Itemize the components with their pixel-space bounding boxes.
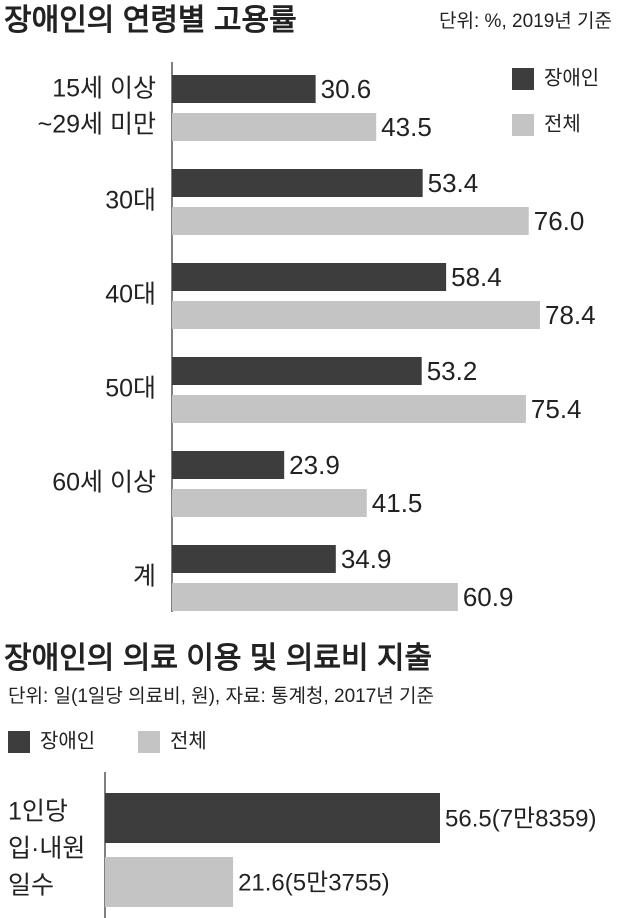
chart-title: 장애인의 연령별 고용률 [4,4,297,37]
category-label: ~29세 미만 [38,111,156,139]
chart-subtitle: 단위: 일(1일당 의료비, 원), 자료: 통계청, 2017년 기준 [8,685,434,707]
bar [172,583,458,611]
value-label: 41.5 [372,488,423,518]
category-label: 1인당 [8,798,68,826]
legend-swatch [512,114,534,136]
value-label: 60.9 [463,582,514,612]
category-label: 30대 [105,187,156,215]
value-label: 53.4 [428,168,479,198]
bar [172,169,423,197]
bar [172,263,447,291]
category-label: 40대 [105,281,156,309]
value-label: 75.4 [531,394,582,424]
value-label: 30.6 [321,74,372,104]
value-label: 78.4 [545,300,596,330]
bar [172,489,367,517]
legend-label: 전체 [170,729,207,752]
bar [172,75,316,103]
value-label: 76.0 [534,206,585,236]
category-label: 50대 [105,375,156,403]
value-label: 58.4 [451,262,502,292]
category-label: 일수 [8,872,54,900]
value-label: 43.5 [381,112,432,142]
bar [172,451,285,479]
value-label: 23.9 [289,450,340,480]
category-label: 60세 이상 [52,469,156,497]
category-label: 입·내원 [8,835,85,863]
bar [172,301,540,329]
bar [105,857,234,907]
chart-subtitle: 단위: %, 2019년 기준 [439,10,612,32]
bar [105,793,440,843]
value-label: 53.2 [427,356,478,386]
legend-swatch [512,68,534,90]
bar [172,113,377,141]
value-label: 34.9 [341,544,392,574]
category-label: 계 [133,563,156,591]
legend-label: 장애인 [544,66,599,89]
bar [172,545,336,573]
chart-title: 장애인의 의료 이용 및 의료비 지출 [4,642,432,675]
legend-label: 전체 [544,112,581,135]
bar [172,207,529,235]
category-label: 15세 이상 [52,75,156,103]
bar [172,395,526,423]
bar [172,357,422,385]
legend-swatch [138,731,160,753]
value-label: 56.5(7만8359) [445,805,597,832]
value-label: 21.6(5만3755) [238,869,390,896]
legend-label: 장애인 [40,729,95,752]
legend-swatch [8,731,30,753]
